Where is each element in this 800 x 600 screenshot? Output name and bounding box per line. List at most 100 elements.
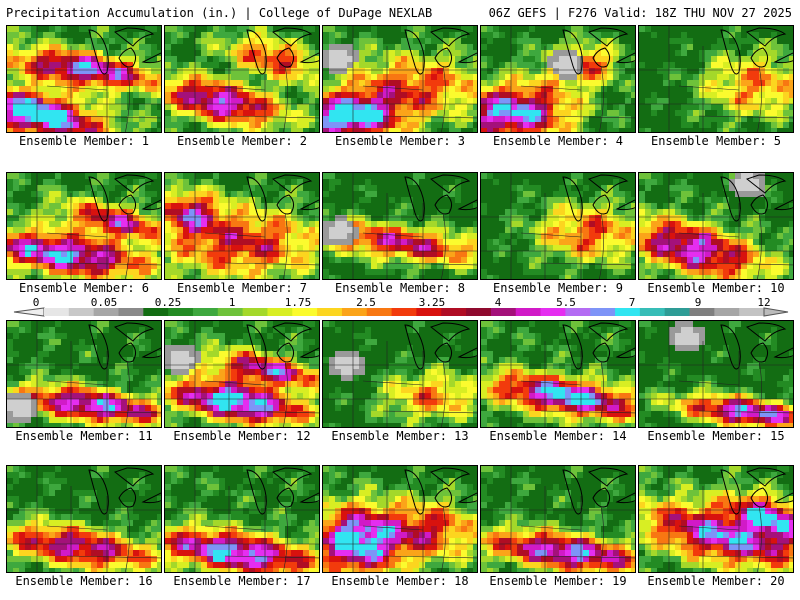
ensemble-member-label: Ensemble Member: 1 [18, 134, 150, 148]
state-border [540, 115, 635, 119]
precip-map [638, 465, 794, 573]
state-border [698, 262, 793, 266]
ensemble-panel: Ensemble Member: 6 [6, 172, 162, 300]
ensemble-panel: Ensemble Member: 10 [638, 172, 794, 300]
legend-arrow-right [763, 307, 789, 317]
ensemble-panel: Ensemble Member: 9 [480, 172, 636, 300]
state-border [382, 115, 477, 119]
legend-swatch [118, 308, 144, 316]
ensemble-panel: Ensemble Member: 11 [6, 320, 162, 448]
legend-arrow-left [13, 307, 45, 317]
legend-swatch [168, 308, 194, 316]
state-border [283, 65, 288, 132]
legend-swatch [366, 308, 393, 316]
ensemble-panel: Ensemble Member: 3 [322, 25, 478, 153]
ensemble-member-label: Ensemble Member: 14 [489, 429, 627, 443]
legend-tick-label: 7 [628, 296, 636, 309]
precip-map [638, 320, 794, 428]
state-border [204, 85, 266, 91]
ensemble-member-label: Ensemble Member: 11 [15, 429, 153, 443]
ensemble-member-label: Ensemble Member: 5 [650, 134, 782, 148]
ensemble-panel: Ensemble Member: 20 [638, 465, 794, 593]
state-border [757, 505, 762, 572]
state-border [204, 525, 266, 531]
state-border [224, 115, 319, 119]
ensemble-panel: Ensemble Member: 17 [164, 465, 320, 593]
legend-tick-label: 0.05 [90, 296, 118, 309]
precip-map [322, 25, 478, 133]
state-border [520, 525, 582, 531]
ensemble-panel: Ensemble Member: 14 [480, 320, 636, 448]
legend-swatch [192, 308, 219, 316]
legend-tick-label: 4 [494, 296, 502, 309]
legend-swatch [714, 308, 740, 316]
state-border [66, 555, 161, 559]
state-border [540, 262, 635, 266]
state-border [599, 212, 604, 279]
state-border [125, 360, 130, 427]
legend-swatch [416, 308, 442, 316]
state-border [599, 360, 604, 427]
precip-map [480, 465, 636, 573]
legend-tick-label: 1.75 [284, 296, 312, 309]
precip-map [322, 465, 478, 573]
precip-map [6, 320, 162, 428]
state-border [66, 262, 161, 266]
legend-tick-label: 0.25 [154, 296, 182, 309]
ensemble-panel: Ensemble Member: 16 [6, 465, 162, 593]
ensemble-member-label: Ensemble Member: 19 [489, 574, 627, 588]
legend-tick-label: 3.25 [418, 296, 446, 309]
state-border [46, 232, 108, 238]
ensemble-panel: Ensemble Member: 15 [638, 320, 794, 448]
ensemble-member-label: Ensemble Member: 3 [334, 134, 466, 148]
legend-tick-label: 5.5 [556, 296, 576, 309]
legend-swatch [441, 308, 467, 316]
state-border [382, 410, 477, 414]
state-border [362, 525, 424, 531]
precip-map [164, 172, 320, 280]
legend-tick-label: 9 [694, 296, 702, 309]
ensemble-member-label: Ensemble Member: 17 [173, 574, 311, 588]
state-border [540, 410, 635, 414]
ensemble-member-label: Ensemble Member: 20 [647, 574, 785, 588]
state-border [540, 555, 635, 559]
precip-map [638, 25, 794, 133]
state-border [224, 262, 319, 266]
legend-swatch [391, 308, 417, 316]
legend-swatch [68, 308, 95, 316]
state-border [224, 410, 319, 414]
ensemble-panel: Ensemble Member: 2 [164, 25, 320, 153]
ensemble-member-label: Ensemble Member: 8 [334, 281, 466, 295]
ensemble-member-label: Ensemble Member: 10 [647, 281, 785, 295]
ensemble-panel: Ensemble Member: 7 [164, 172, 320, 300]
precip-map [322, 320, 478, 428]
legend-swatch [242, 308, 268, 316]
state-border [224, 555, 319, 559]
ensemble-member-label: Ensemble Member: 15 [647, 429, 785, 443]
ensemble-panel: Ensemble Member: 13 [322, 320, 478, 448]
precip-map [164, 465, 320, 573]
ensemble-panel: Ensemble Member: 8 [322, 172, 478, 300]
state-border [678, 85, 740, 91]
state-border [204, 232, 266, 238]
ensemble-member-label: Ensemble Member: 2 [176, 134, 308, 148]
ensemble-member-label: Ensemble Member: 16 [15, 574, 153, 588]
state-border [46, 380, 108, 386]
state-border [599, 65, 604, 132]
legend-swatch [664, 308, 691, 316]
state-border [382, 262, 477, 266]
legend-swatch [565, 308, 591, 316]
state-border [66, 115, 161, 119]
precip-map [6, 465, 162, 573]
state-border [382, 555, 477, 559]
ensemble-panel: Ensemble Member: 19 [480, 465, 636, 593]
legend-swatch [615, 308, 641, 316]
chart-title: Precipitation Accumulation (in.) | Colle… [6, 6, 433, 20]
ensemble-member-label: Ensemble Member: 6 [18, 281, 150, 295]
state-border [46, 525, 108, 531]
state-border [362, 380, 424, 386]
state-border [678, 232, 740, 238]
color-legend [13, 307, 789, 317]
legend-swatch [515, 308, 542, 316]
state-border [757, 212, 762, 279]
